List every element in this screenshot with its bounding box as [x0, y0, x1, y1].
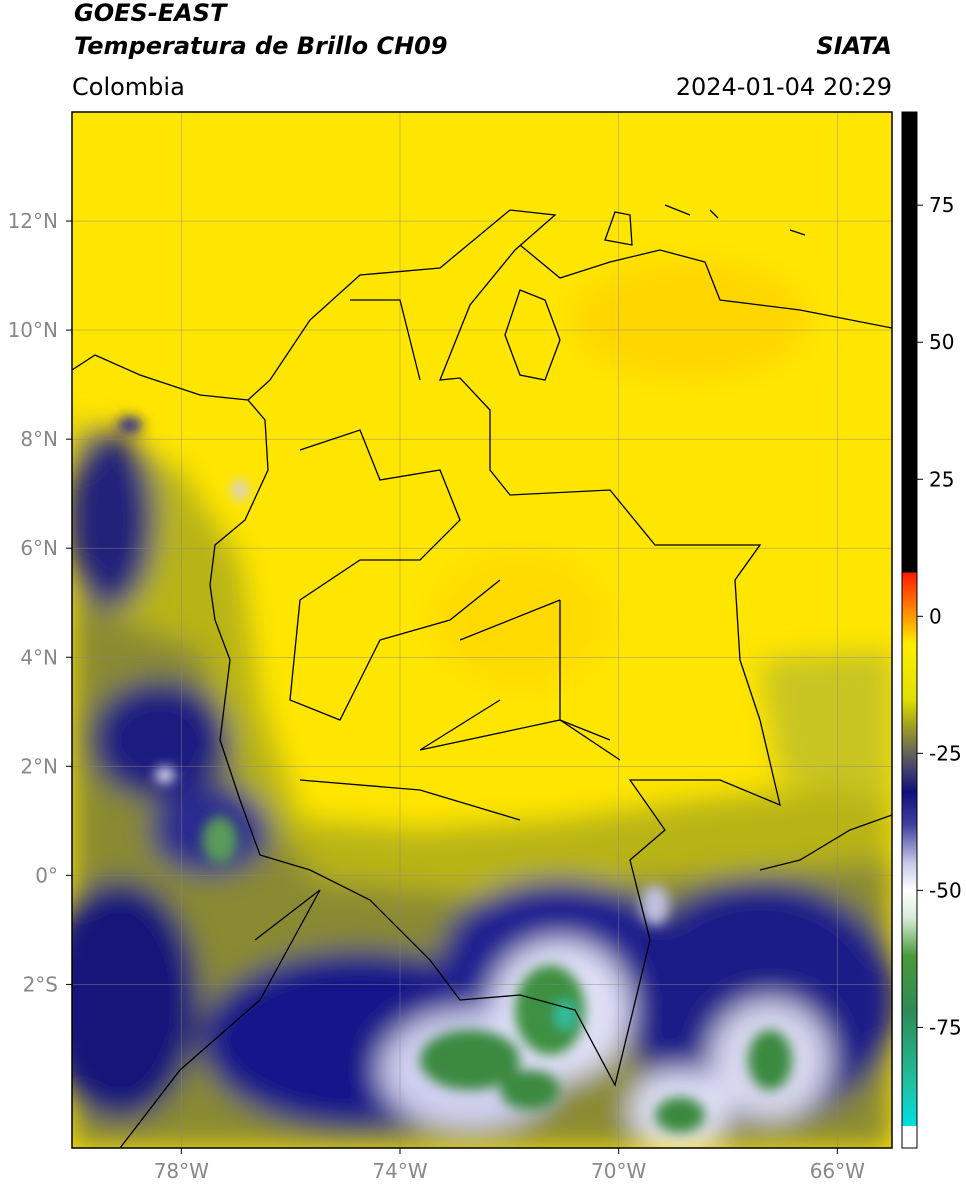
y-tick-label: 12°N	[8, 209, 58, 233]
source: SIATA	[816, 32, 892, 60]
title: GOES-EAST	[74, 0, 228, 27]
colorbar-scale	[901, 111, 918, 1149]
colorbar-tick-label: 25	[929, 467, 954, 491]
x-tick-label: 66°W	[810, 1159, 865, 1183]
region: Colombia	[72, 73, 185, 101]
borders	[72, 204, 892, 1148]
colorbar-tick-label: 50	[929, 330, 954, 354]
plot-frame	[71, 111, 893, 1149]
departments	[289, 299, 621, 821]
y-tick-label: 8°N	[20, 427, 58, 451]
y-tick-label: 0°	[35, 863, 58, 887]
coast	[72, 244, 892, 401]
colorbar-tick-label: -25	[929, 741, 962, 765]
timestamp: 2024-01-04 20:29	[676, 73, 892, 101]
imagery	[72, 112, 892, 1148]
x-tick-label: 74°W	[372, 1159, 427, 1183]
y-tick-label: 2°N	[20, 754, 58, 778]
x-tick-label: 78°W	[154, 1159, 209, 1183]
graticule	[72, 112, 892, 1148]
colorbar: 75 50 25 0 -25 -50 -75	[901, 111, 962, 1149]
lake	[504, 289, 561, 381]
x-tick-label: 70°W	[591, 1159, 646, 1183]
colorbar-tick-label: 0	[929, 604, 942, 628]
islands	[604, 204, 806, 246]
colombia-outline	[209, 209, 781, 1087]
colorbar-tick-label: -75	[929, 1015, 962, 1039]
y-tick-label: 2°S	[23, 972, 58, 996]
y-tick-label: 6°N	[20, 536, 58, 560]
y-tick-label: 4°N	[20, 645, 58, 669]
subtitle: Temperatura de Brillo CH09	[74, 32, 448, 60]
y-tick-label: 10°N	[8, 318, 58, 342]
colorbar-tick-label: -50	[929, 878, 962, 902]
colorbar-tick-label: 75	[929, 193, 954, 217]
